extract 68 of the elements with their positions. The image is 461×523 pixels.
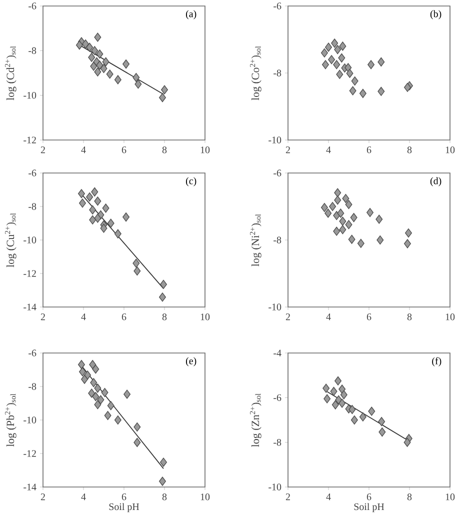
- x-tick-label: 10: [446, 146, 455, 154]
- y-tick-label: -6: [28, 170, 36, 176]
- chart-title: (c): [186, 177, 196, 186]
- x-tick-label: 2: [40, 146, 45, 154]
- x-tick-label: 8: [407, 314, 412, 320]
- chart-title: (e): [186, 357, 196, 366]
- y-tick-label: -8: [274, 438, 282, 446]
- y-tick-label: -10: [268, 484, 282, 490]
- y-tick-label: -4: [274, 350, 282, 356]
- x-tick-label: 10: [200, 146, 210, 154]
- chart-title: (b): [430, 10, 442, 20]
- y-tick-label: -8: [28, 47, 36, 54]
- x-tick-label: 4: [326, 146, 331, 154]
- x-tick-label: 2: [286, 314, 290, 320]
- x-tick-label: 4: [326, 494, 331, 500]
- x-tick-label: 2: [286, 494, 290, 500]
- x-tick-label: 2: [40, 314, 45, 320]
- y-tick-label: -14: [24, 304, 36, 310]
- y-axis-title: log (Ni$^{2+}$)$_{sol}$: [250, 214, 262, 266]
- y-tick-label: -12: [24, 136, 36, 144]
- x-tick-label: 8: [407, 494, 412, 500]
- x-tick-label: 4: [81, 314, 86, 320]
- y-tick-label: -10: [268, 136, 282, 144]
- y-tick-label: -6: [28, 2, 36, 10]
- y-axis-title: log (Cd$^{2+}$)$_{sol}$: [4, 46, 16, 100]
- x-tick-label: 8: [162, 314, 167, 320]
- x-tick-label: 6: [366, 314, 372, 320]
- y-tick-label: -6: [28, 350, 36, 356]
- y-axis-title: log (Co$^{2+}$)$_{sol}$: [250, 46, 262, 100]
- y-axis-title: log (Cu$^{2+}$)$_{sol}$: [4, 213, 16, 268]
- y-tick-label: -6: [274, 394, 282, 402]
- x-tick-label: 4: [326, 314, 331, 320]
- y-tick-label: -10: [24, 92, 36, 99]
- x-tick-label: 8: [407, 146, 412, 154]
- x-tick-label: 8: [162, 146, 167, 154]
- chart-title: (a): [186, 10, 196, 20]
- y-tick-label: -8: [28, 203, 36, 210]
- x-tick-label: 6: [366, 494, 372, 500]
- x-tick-label: 6: [122, 146, 126, 154]
- x-tick-label: 10: [446, 494, 455, 500]
- x-tick-label: 4: [81, 494, 86, 500]
- x-tick-label: 10: [200, 494, 210, 500]
- chart-title: (f): [432, 357, 442, 366]
- x-tick-label: 6: [366, 146, 372, 154]
- y-tick-label: -14: [24, 484, 36, 490]
- y-tick-label: -8: [28, 383, 36, 390]
- x-tick-label: 10: [446, 314, 455, 320]
- x-tick-label: 6: [122, 314, 126, 320]
- y-tick-label: -6: [274, 170, 282, 176]
- x-axis-title: Soil pH: [109, 503, 140, 512]
- x-tick-label: 4: [81, 146, 86, 154]
- y-tick-label: -10: [24, 416, 36, 424]
- y-axis-title: log (Zn$^{2+}$)$_{sol}$: [250, 393, 262, 447]
- y-tick-label: -12: [24, 450, 36, 457]
- x-axis-title: Soil pH: [354, 503, 384, 512]
- y-tick-label: -12: [24, 270, 36, 277]
- chart-title: (d): [430, 177, 442, 186]
- x-tick-label: 10: [200, 314, 210, 320]
- x-tick-label: 2: [286, 146, 290, 154]
- y-axis-title: log (Pb$^{2+}$)$_{sol}$: [4, 394, 16, 447]
- x-tick-label: 8: [162, 494, 167, 500]
- x-tick-label: 2: [40, 494, 45, 500]
- x-tick-label: 6: [122, 494, 126, 500]
- y-tick-label: -6: [274, 2, 282, 10]
- y-tick-label: -8: [274, 236, 282, 244]
- y-tick-label: -10: [24, 236, 36, 244]
- y-tick-label: -8: [274, 70, 282, 76]
- y-tick-label: -10: [268, 304, 282, 310]
